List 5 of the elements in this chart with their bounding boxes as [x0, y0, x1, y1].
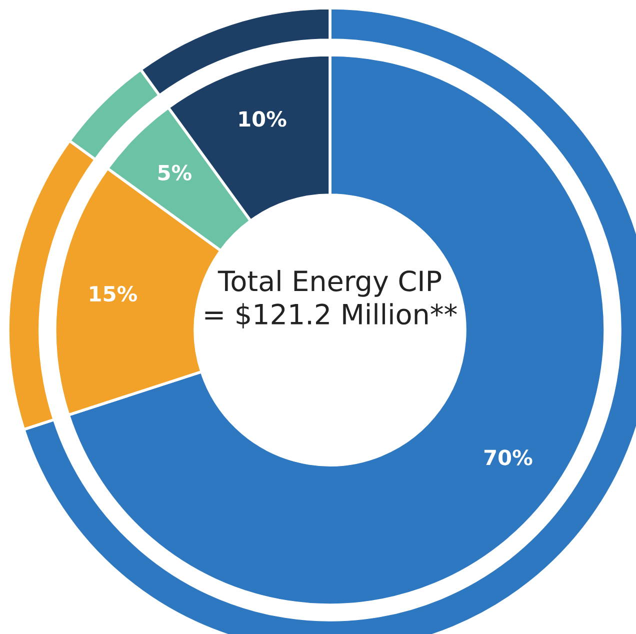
- data-label: 5%: [158, 164, 192, 180]
- data-label: 10%: [239, 111, 286, 127]
- text: Total Energy CIP = $121.2 Million**: [205, 270, 457, 328]
- data-label: 15%: [90, 286, 137, 302]
- data-label: 70%: [484, 450, 532, 466]
